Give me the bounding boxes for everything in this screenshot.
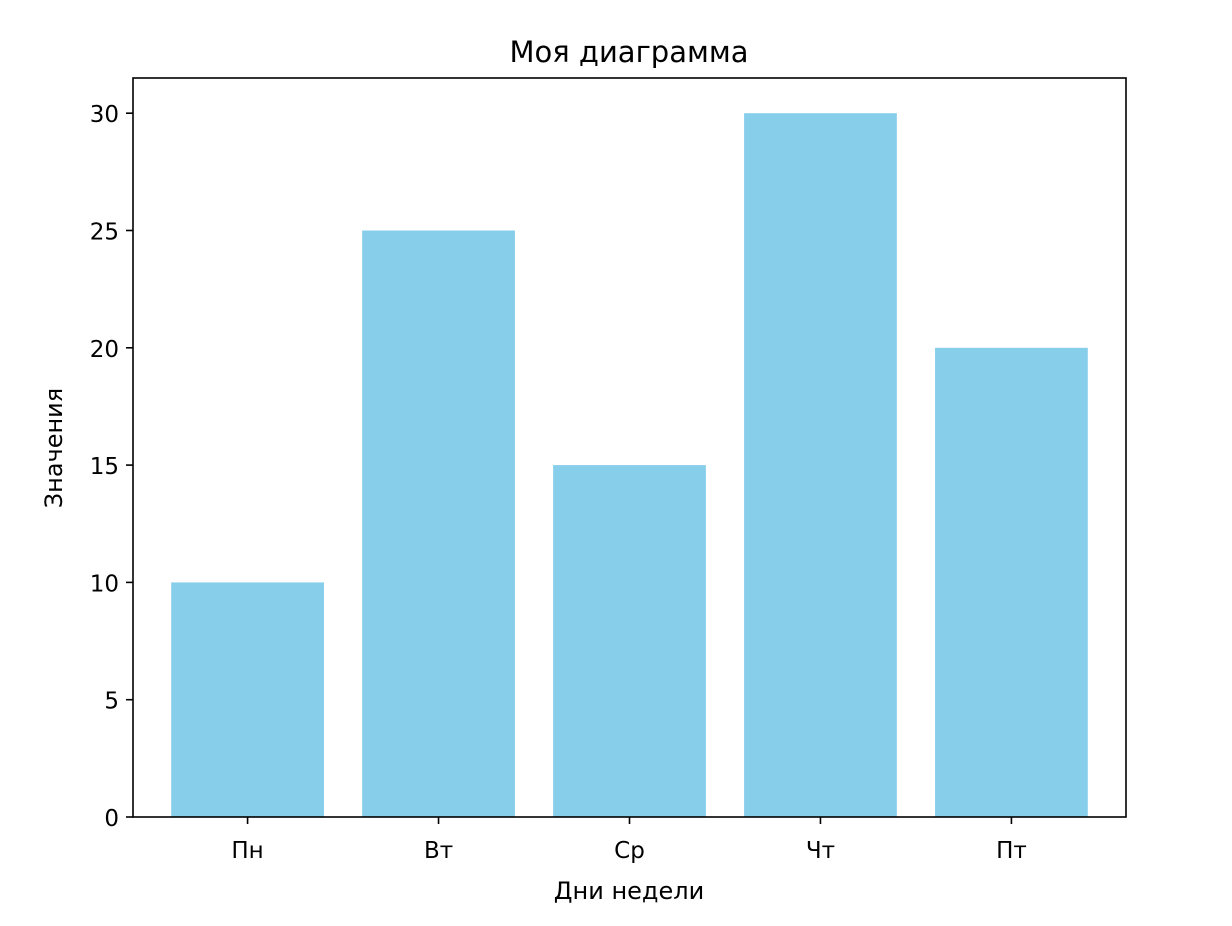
y-axis-ticks: 0 5 10 15 20 25 30 (90, 102, 133, 832)
y-tick-label: 30 (90, 102, 119, 128)
bar-2 (553, 465, 706, 817)
bar-0 (171, 582, 324, 817)
x-tick-label: Пт (996, 838, 1027, 864)
x-tick-label: Ср (614, 838, 645, 864)
bars (171, 113, 1088, 817)
x-tick-label: Чт (806, 838, 835, 864)
chart-title: Моя диаграмма (509, 35, 748, 69)
y-axis-label: Значения (40, 388, 68, 508)
y-tick-label: 15 (90, 454, 119, 480)
x-axis-label: Дни недели (554, 877, 704, 905)
bar-1 (362, 230, 515, 817)
y-tick-label: 0 (104, 806, 119, 832)
bar-4 (935, 347, 1088, 817)
bar-3 (744, 113, 897, 817)
axes-frame (132, 77, 1127, 818)
y-tick-label: 10 (90, 571, 119, 597)
y-tick-label: 5 (104, 689, 119, 715)
y-tick-label: 20 (90, 337, 119, 363)
x-axis-ticks: Пн Вт Ср Чт Пт (231, 817, 1027, 864)
x-tick-label: Вт (424, 838, 453, 864)
x-tick-label: Пн (231, 838, 263, 864)
y-tick-label: 25 (90, 219, 119, 245)
